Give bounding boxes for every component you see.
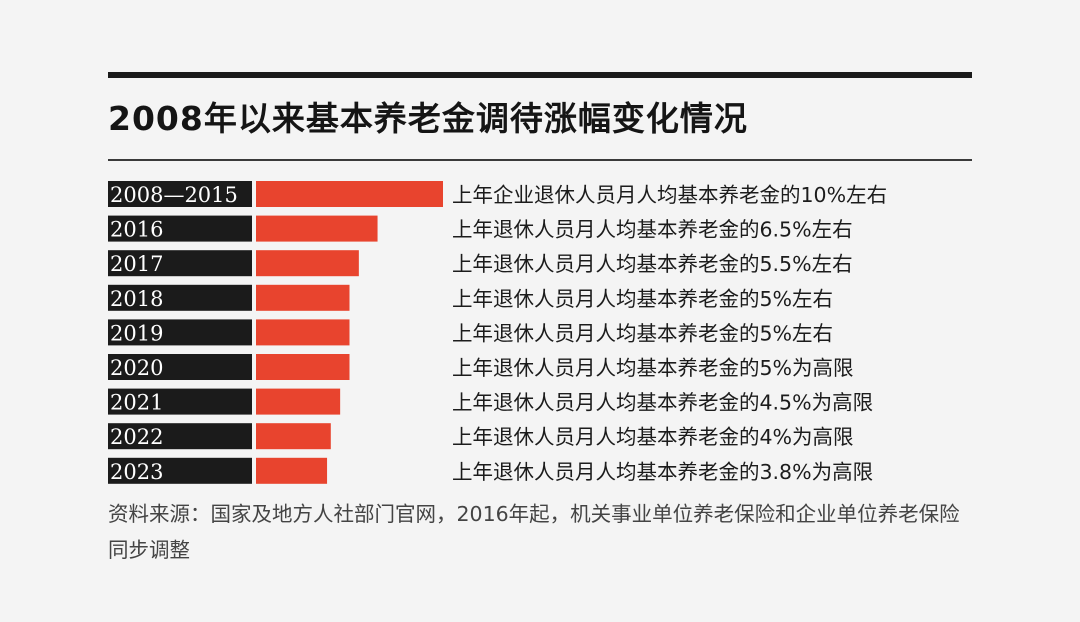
bar — [256, 181, 443, 207]
bar-annotation: 上年退休人员月人均基本养老金的4%为高限 — [452, 425, 854, 449]
bar-annotation: 上年退休人员月人均基本养老金的6.5%左右 — [452, 218, 853, 242]
category-label: 2020 — [110, 356, 163, 380]
category-label: 2021 — [110, 391, 163, 415]
category-label-bg — [108, 284, 252, 311]
bar — [256, 423, 331, 450]
bar — [256, 319, 350, 346]
source-note: 资料来源：国家及地方人社部门官网，2016年起，机关事业单位养老保险和企业单位养… — [108, 502, 960, 562]
category-label-bg — [108, 388, 252, 415]
category-label-bg — [108, 354, 252, 380]
bar — [256, 215, 378, 242]
category-label: 2017 — [110, 252, 163, 276]
category-label-bg — [108, 215, 252, 242]
category-label: 2019 — [110, 321, 163, 345]
title-underline — [108, 159, 972, 161]
category-label-bg — [108, 423, 252, 450]
bar — [256, 354, 350, 380]
bar-annotation: 上年退休人员月人均基本养老金的5.5%左右 — [452, 252, 853, 276]
category-label: 2016 — [110, 218, 163, 242]
category-label: 2018 — [110, 287, 163, 311]
category-label: 2008—2015 — [110, 183, 238, 207]
bar — [256, 250, 359, 277]
bar-annotation: 上年退休人员月人均基本养老金的5%左右 — [452, 287, 833, 311]
category-label-bg — [108, 319, 252, 346]
category-label-bg — [108, 181, 252, 207]
bar-annotation: 上年企业退休人员月人均基本养老金的10%左右 — [452, 183, 887, 207]
bar-annotation: 上年退休人员月人均基本养老金的5%左右 — [452, 321, 833, 345]
category-label-bg — [108, 250, 252, 277]
bar — [256, 388, 341, 415]
category-label-bg — [108, 457, 252, 484]
bar — [256, 284, 350, 311]
bar-annotation: 上年退休人员月人均基本养老金的4.5%为高限 — [452, 391, 873, 415]
bar — [256, 457, 328, 484]
category-label: 2022 — [110, 425, 163, 449]
top-rule — [108, 72, 972, 78]
chart-title: 2008年以来基本养老金调待涨幅变化情况 — [108, 99, 748, 138]
bar-annotation: 上年退休人员月人均基本养老金的3.8%为高限 — [452, 460, 873, 484]
bar-annotation: 上年退休人员月人均基本养老金的5%为高限 — [452, 356, 854, 380]
category-label: 2023 — [110, 460, 163, 484]
